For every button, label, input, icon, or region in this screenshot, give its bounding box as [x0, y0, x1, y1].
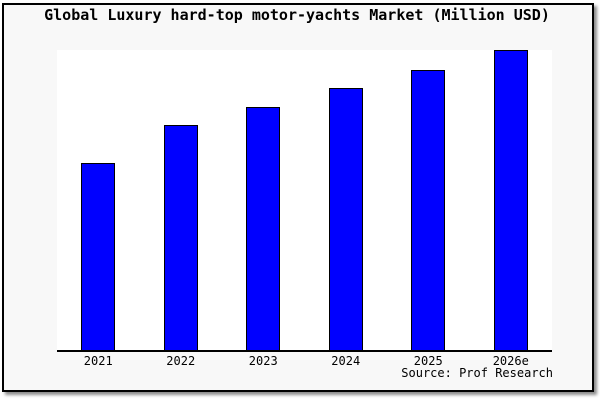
x-tick-label-2026e: 2026e: [492, 354, 529, 368]
bar-2022: [163, 125, 198, 350]
x-axis: 2021 2022 2023 2024 2025 2026e: [57, 354, 552, 370]
x-tick-label-2022: 2022: [166, 354, 196, 368]
x-tick-label-2024: 2024: [331, 354, 361, 368]
plot-area: [57, 50, 552, 352]
bar-2026e: [493, 50, 528, 350]
bar-2021: [81, 162, 116, 350]
x-tick-label-2023: 2023: [248, 354, 278, 368]
bar-2025: [411, 69, 446, 350]
bar-2024: [328, 87, 363, 350]
bar-2023: [246, 107, 281, 350]
source-credit: Source: Prof Research: [401, 366, 553, 380]
chart-title: Global Luxury hard-top motor-yachts Mark…: [44, 6, 550, 24]
x-tick-label-2025: 2025: [413, 354, 443, 368]
x-tick-label-2021: 2021: [83, 354, 113, 368]
